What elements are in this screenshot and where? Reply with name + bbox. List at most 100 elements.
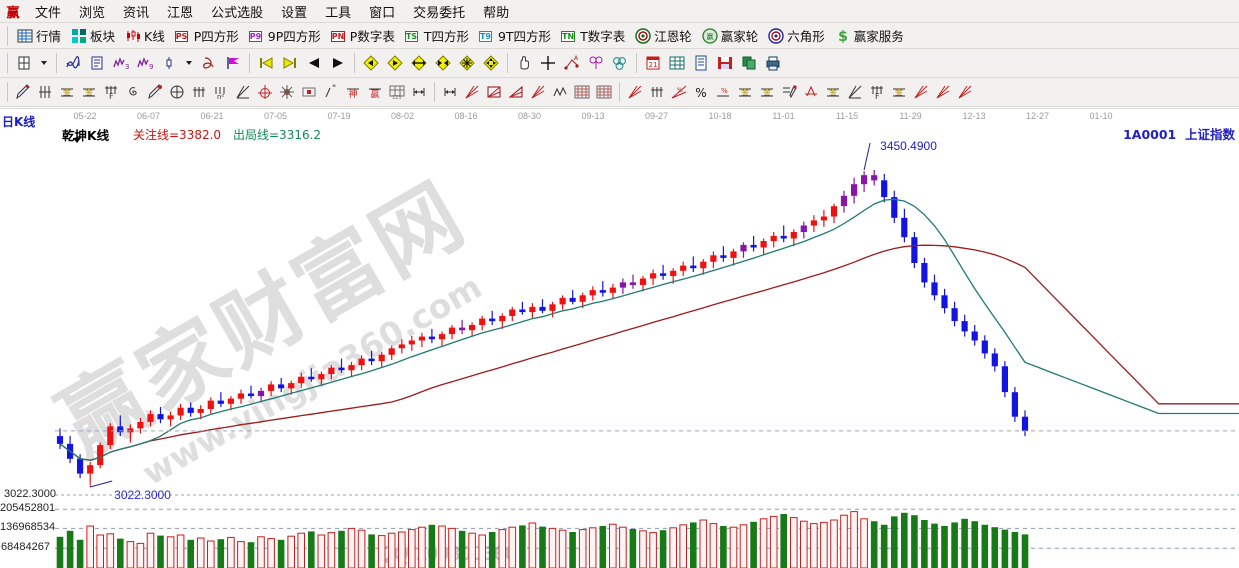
tool-knot[interactable] bbox=[197, 51, 221, 76]
tool-last[interactable] bbox=[278, 51, 302, 76]
tool-brain[interactable] bbox=[608, 51, 632, 76]
draw-n-square[interactable]: n² bbox=[210, 80, 232, 105]
menu-browse[interactable]: 浏览 bbox=[79, 5, 106, 21]
draw-percent-2[interactable]: % bbox=[712, 80, 734, 105]
candlestick-chart-svg[interactable] bbox=[0, 109, 1239, 568]
draw-fan-lines[interactable] bbox=[461, 80, 483, 105]
draw-zigzag[interactable] bbox=[549, 80, 571, 105]
tool-hand[interactable] bbox=[512, 51, 536, 76]
tool-shift-left[interactable] bbox=[359, 51, 383, 76]
bracket-icon bbox=[442, 84, 458, 100]
tool-prev[interactable] bbox=[302, 51, 326, 76]
draw-f-fan[interactable]: F bbox=[100, 80, 122, 105]
menu-tools[interactable]: 工具 bbox=[325, 5, 352, 21]
draw-cross-circle[interactable] bbox=[254, 80, 276, 105]
toolbar-9t-square[interactable]: T9 9T四方形 bbox=[474, 23, 556, 48]
draw-cross-red[interactable] bbox=[800, 80, 822, 105]
draw-ladder-2[interactable] bbox=[646, 80, 668, 105]
tool-flag[interactable] bbox=[221, 51, 245, 76]
draw-bracket[interactable] bbox=[439, 80, 461, 105]
draw-percent[interactable]: % bbox=[690, 80, 712, 105]
tool-next[interactable] bbox=[326, 51, 350, 76]
draw-gold-ratio-1[interactable]: 金 bbox=[56, 80, 78, 105]
toolbar-p-number-table[interactable]: PN P数字表 bbox=[326, 23, 400, 48]
toolbar-quotes[interactable]: 行情 bbox=[12, 23, 66, 48]
tool-zoom-fit[interactable] bbox=[455, 51, 479, 76]
tool-period[interactable] bbox=[12, 51, 36, 76]
tool-wave-3[interactable]: 3 bbox=[109, 51, 133, 76]
tool-point-a[interactable]: A bbox=[560, 51, 584, 76]
toolbar-sectors[interactable]: 板块 bbox=[66, 23, 120, 48]
draw-slope[interactable] bbox=[527, 80, 549, 105]
draw-measure[interactable] bbox=[408, 80, 430, 105]
draw-gold-fan[interactable]: 金 bbox=[888, 80, 910, 105]
draw-gold-circle[interactable]: 金 bbox=[734, 80, 756, 105]
draw-angle[interactable] bbox=[232, 80, 254, 105]
draw-circle[interactable] bbox=[166, 80, 188, 105]
tool-candle-dropdown[interactable] bbox=[181, 51, 197, 76]
draw-lines-a[interactable] bbox=[910, 80, 932, 105]
menu-settings[interactable]: 设置 bbox=[281, 5, 308, 21]
draw-gold-ratio-2[interactable]: 金 bbox=[78, 80, 100, 105]
draw-shen[interactable]: 神 bbox=[342, 80, 364, 105]
toolbar-gann-wheel[interactable]: 江恩轮 bbox=[630, 23, 697, 48]
draw-box[interactable] bbox=[298, 80, 320, 105]
toolbar-hexagon[interactable]: 六角形 bbox=[763, 23, 830, 48]
menu-trade-order[interactable]: 交易委托 bbox=[413, 5, 466, 21]
tool-overlay[interactable] bbox=[61, 51, 85, 76]
tool-table[interactable] bbox=[665, 51, 689, 76]
draw-number-grid[interactable]: 123 bbox=[386, 80, 408, 105]
toolbar-winner-service[interactable]: $ 赢家服务 bbox=[830, 23, 909, 48]
toolbar-t-square[interactable]: TS T四方形 bbox=[400, 23, 474, 48]
tool-zoom-out-x[interactable] bbox=[431, 51, 455, 76]
draw-f-fan-2[interactable]: F bbox=[866, 80, 888, 105]
tool-clipboard[interactable] bbox=[85, 51, 109, 76]
tool-shift-right[interactable] bbox=[383, 51, 407, 76]
draw-gold-2[interactable]: 金 bbox=[822, 80, 844, 105]
toolbar-9p-square[interactable]: P9 9P四方形 bbox=[244, 23, 326, 48]
tool-report[interactable] bbox=[689, 51, 713, 76]
draw-mesh-2[interactable] bbox=[593, 80, 615, 105]
draw-fan-box[interactable] bbox=[483, 80, 505, 105]
tool-copy[interactable] bbox=[737, 51, 761, 76]
draw-starburst[interactable] bbox=[276, 80, 298, 105]
draw-pen-2[interactable] bbox=[144, 80, 166, 105]
toolbar-winner-wheel[interactable]: 赢赢家轮 bbox=[697, 23, 764, 48]
draw-spiral[interactable] bbox=[122, 80, 144, 105]
menu-file[interactable]: 文件 bbox=[35, 5, 62, 21]
tool-crosshair[interactable] bbox=[536, 51, 560, 76]
draw-lines-b[interactable] bbox=[932, 80, 954, 105]
tool-candle-style[interactable] bbox=[157, 51, 181, 76]
toolbar-kline[interactable]: K线 bbox=[120, 23, 170, 48]
draw-ying[interactable]: 赢 bbox=[364, 80, 386, 105]
menu-news[interactable]: 资讯 bbox=[123, 5, 150, 21]
draw-mesh[interactable] bbox=[571, 80, 593, 105]
tool-tree[interactable] bbox=[584, 51, 608, 76]
menu-window[interactable]: 窗口 bbox=[369, 5, 396, 21]
menu-help[interactable]: 帮助 bbox=[483, 5, 510, 21]
draw-slope-2[interactable] bbox=[624, 80, 646, 105]
draw-lines-c[interactable] bbox=[954, 80, 976, 105]
chart-area[interactable]: 日K线 05-22 06-07 06-21 07-05 07-19 08-02 08-16 0… bbox=[0, 108, 1239, 568]
tool-print[interactable] bbox=[761, 51, 785, 76]
tool-wave-9[interactable]: 9 bbox=[133, 51, 157, 76]
tool-zoom-in-x[interactable] bbox=[407, 51, 431, 76]
tool-save[interactable] bbox=[713, 51, 737, 76]
draw-percent-fan[interactable]: % bbox=[668, 80, 690, 105]
toolbar-p-square[interactable]: PS P四方形 bbox=[170, 23, 244, 48]
tool-pan[interactable] bbox=[479, 51, 503, 76]
draw-gold-bar[interactable]: 金 bbox=[756, 80, 778, 105]
menu-formula-stock-pick[interactable]: 公式选股 bbox=[211, 5, 264, 21]
draw-quote-line[interactable]: " bbox=[320, 80, 342, 105]
tool-calendar[interactable]: 21 bbox=[641, 51, 665, 76]
draw-pen[interactable] bbox=[12, 80, 34, 105]
tool-period-dropdown[interactable] bbox=[36, 51, 52, 76]
draw-grid-lines[interactable] bbox=[34, 80, 56, 105]
tool-first[interactable] bbox=[254, 51, 278, 76]
menu-gann[interactable]: 江恩 bbox=[167, 5, 194, 21]
draw-ladder[interactable] bbox=[188, 80, 210, 105]
draw-gold-pen[interactable] bbox=[778, 80, 800, 105]
draw-angle-2[interactable] bbox=[844, 80, 866, 105]
draw-fan-poly[interactable] bbox=[505, 80, 527, 105]
toolbar-t-number-table[interactable]: TN T数字表 bbox=[556, 23, 630, 48]
